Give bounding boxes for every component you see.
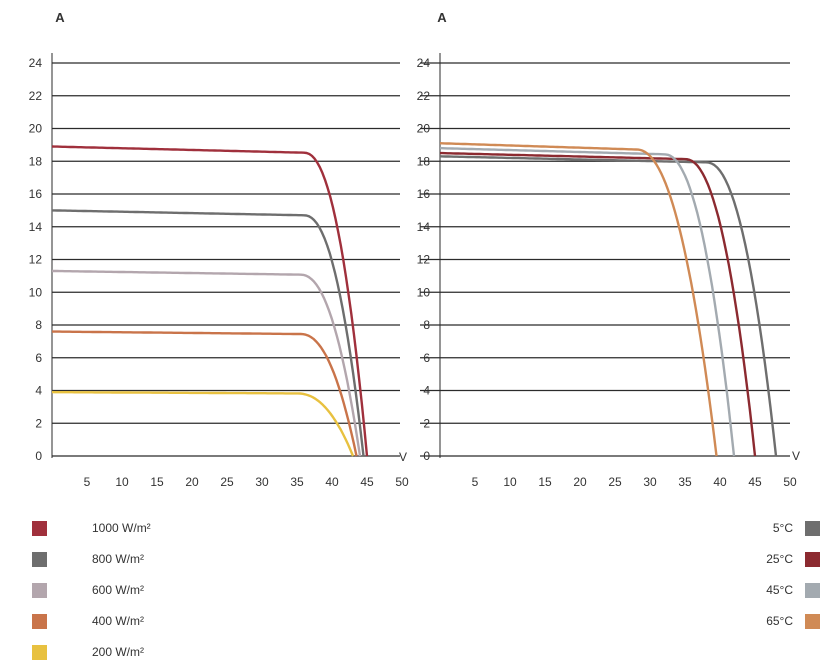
- legend-label: 1000 W/m²: [92, 521, 151, 535]
- y-axis-title-0: A: [55, 10, 65, 25]
- x-tick-label-1-0: 5: [472, 475, 479, 489]
- x-tick-label-0-7: 40: [325, 475, 339, 489]
- y-tick-label-0-5: 10: [29, 285, 43, 299]
- y-tick-label-1-12: 24: [417, 56, 431, 70]
- x-tick-label-1-6: 35: [678, 475, 692, 489]
- series-curve-0-3: [52, 330, 358, 457]
- series-curve-0-4: [51, 390, 355, 457]
- x-tick-label-0-4: 25: [220, 475, 234, 489]
- y-tick-label-0-0: 0: [35, 449, 42, 463]
- y-tick-label-1-6: 12: [417, 253, 431, 267]
- legend-label: 25°C: [766, 552, 793, 566]
- y-tick-label-0-10: 20: [29, 122, 43, 136]
- x-tick-label-0-1: 10: [115, 475, 129, 489]
- legend-item: 600 W/m²: [32, 580, 144, 600]
- x-tick-label-0-5: 30: [255, 475, 269, 489]
- y-tick-label-1-4: 8: [423, 318, 430, 332]
- legend-item: 200 W/m²: [32, 642, 144, 662]
- x-axis-title-1: V: [792, 449, 800, 463]
- y-tick-label-1-5: 10: [417, 285, 431, 299]
- legend-swatch: [805, 613, 820, 629]
- legend-swatch: [805, 520, 820, 536]
- legend-label: 5°C: [772, 521, 793, 535]
- legend-item: 45°C: [766, 580, 820, 600]
- legend-item: 1000 W/m²: [32, 518, 151, 538]
- legend-item: 25°C: [766, 549, 820, 569]
- legend-item: 65°C: [766, 611, 820, 631]
- x-tick-label-0-0: 5: [84, 475, 91, 489]
- y-tick-label-0-9: 18: [29, 154, 43, 168]
- x-tick-label-1-1: 10: [503, 475, 517, 489]
- x-tick-label-1-2: 15: [538, 475, 552, 489]
- x-tick-label-0-8: 45: [360, 475, 374, 489]
- y-tick-label-0-4: 8: [35, 318, 42, 332]
- x-tick-label-1-3: 20: [573, 475, 587, 489]
- y-tick-label-1-0: 0: [423, 449, 430, 463]
- x-tick-label-0-3: 20: [185, 475, 199, 489]
- legend-item: 400 W/m²: [32, 611, 144, 631]
- y-tick-label-1-7: 14: [417, 220, 431, 234]
- y-axis-title-1: A: [437, 10, 447, 25]
- y-tick-label-0-8: 16: [29, 187, 43, 201]
- legend-label: 200 W/m²: [92, 645, 145, 659]
- x-tick-label-1-4: 25: [608, 475, 622, 489]
- legend-swatch: [32, 644, 47, 660]
- legend-swatch: [32, 520, 47, 536]
- legend-label: 65°C: [766, 614, 793, 628]
- legend-swatch: [805, 582, 820, 598]
- legend-swatch: [32, 582, 47, 598]
- legend-item: 5°C: [773, 518, 820, 538]
- legend-label: 600 W/m²: [92, 583, 145, 597]
- series-curve-0-2: [52, 269, 362, 457]
- y-tick-label-1-9: 18: [417, 154, 431, 168]
- y-tick-label-0-6: 12: [29, 253, 43, 267]
- series-curve-0-0: [51, 145, 369, 457]
- legend-temperature: 5°C 25°C 45°C 65°C: [640, 518, 820, 631]
- y-tick-label-0-2: 4: [35, 384, 42, 398]
- legend-item: 800 W/m²: [32, 549, 144, 569]
- y-tick-label-1-11: 22: [417, 89, 431, 103]
- x-tick-label-1-9: 50: [783, 475, 797, 489]
- legend-swatch: [805, 551, 820, 567]
- series-curve-1-1: [440, 151, 757, 457]
- x-tick-label-0-6: 35: [290, 475, 304, 489]
- x-tick-label-1-7: 40: [713, 475, 727, 489]
- y-tick-label-0-12: 24: [29, 56, 43, 70]
- series-curve-1-3: [439, 142, 718, 457]
- x-axis-title-0: V: [399, 450, 407, 464]
- x-tick-label-1-8: 45: [748, 475, 762, 489]
- y-tick-label-0-7: 14: [29, 220, 43, 234]
- legend-swatch: [32, 613, 47, 629]
- y-tick-label-1-10: 20: [417, 122, 431, 136]
- x-tick-label-0-9: 50: [395, 475, 409, 489]
- x-tick-label-0-2: 15: [150, 475, 164, 489]
- legend-label: 400 W/m²: [92, 614, 145, 628]
- y-tick-label-1-3: 6: [423, 351, 430, 365]
- y-tick-label-1-2: 4: [423, 384, 430, 398]
- y-tick-label-0-1: 2: [35, 416, 42, 430]
- y-tick-label-1-8: 16: [417, 187, 431, 201]
- x-tick-label-1-5: 30: [643, 475, 657, 489]
- legend-label: 45°C: [766, 583, 793, 597]
- y-tick-label-1-1: 2: [423, 416, 430, 430]
- legend-label: 800 W/m²: [92, 552, 145, 566]
- legend-swatch: [32, 551, 47, 567]
- y-tick-label-0-11: 22: [29, 89, 43, 103]
- series-curve-1-2: [439, 146, 736, 457]
- series-curve-1-0: [439, 155, 778, 457]
- series-curve-0-1: [52, 209, 365, 457]
- y-tick-label-0-3: 6: [35, 351, 42, 365]
- legend-irradiance: 1000 W/m² 800 W/m² 600 W/m² 400 W/m² 200 W/m…: [32, 518, 232, 668]
